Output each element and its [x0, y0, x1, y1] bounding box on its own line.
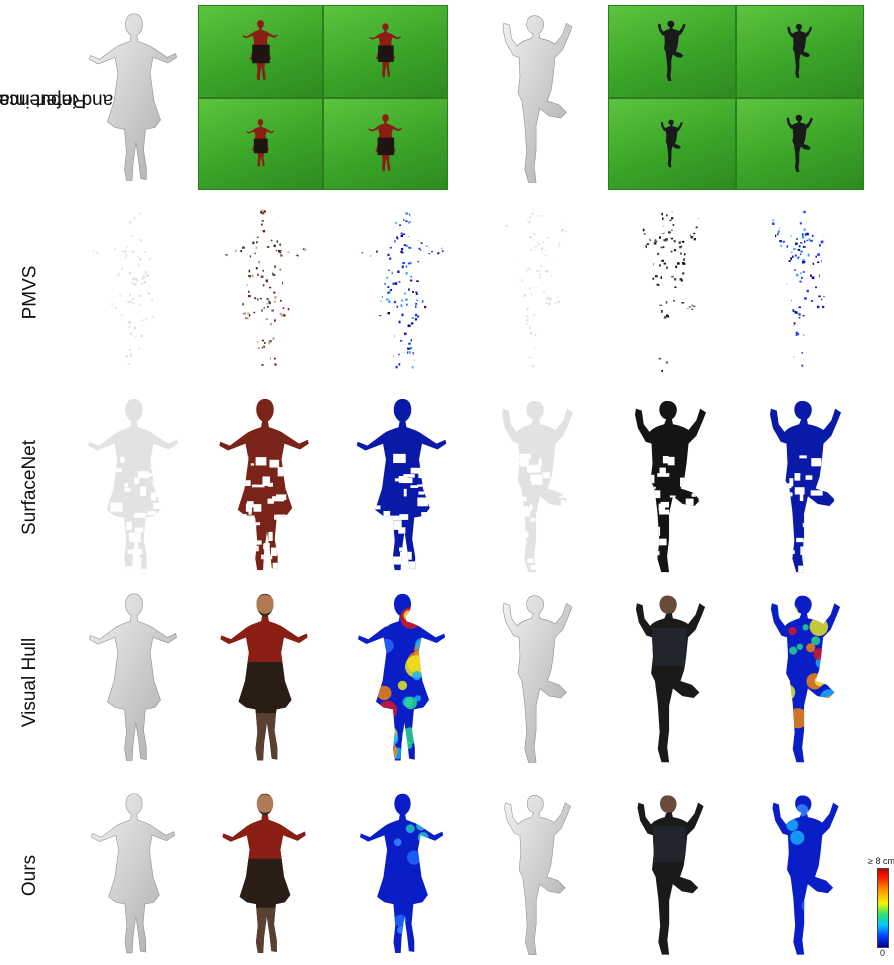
- result-pmvs-col1: [80, 205, 188, 380]
- result-visual_hull-col4: [482, 590, 594, 770]
- result-surfacenet-col2: [205, 395, 325, 580]
- input-view-figure-1: [242, 20, 278, 81]
- input-images-woman: [198, 5, 448, 190]
- colorbar-min-label: 0: [880, 948, 886, 958]
- row-label-ours: Ours: [0, 790, 60, 960]
- input-view-figure-4: [368, 114, 402, 172]
- result-visual_hull-col5: [612, 590, 730, 770]
- result-pmvs-col5: [612, 205, 730, 380]
- result-pmvs-col2: [205, 205, 325, 380]
- input-view-figure-2: [787, 24, 813, 78]
- result-ours-col2: [205, 790, 325, 962]
- input-images-man: [608, 5, 864, 190]
- result-surfacenet-col4: [482, 395, 594, 580]
- row-label-pmvs: PMVS: [0, 205, 60, 380]
- error-colorbar: [877, 868, 889, 948]
- input-view-figure-3: [660, 119, 683, 168]
- result-pmvs-col4: [482, 205, 594, 380]
- result-pmvs-col3: [340, 205, 465, 380]
- row-label-visual-hull-text: Visual Hull: [19, 637, 41, 728]
- result-reference-col4: [482, 10, 594, 190]
- result-ours-col6: [752, 790, 860, 962]
- result-pmvs-col6: [752, 205, 860, 380]
- row-label-reference: Reference scanand input images: [0, 10, 113, 190]
- input-view-figure-3: [246, 119, 274, 167]
- input-view-figure-4: [786, 114, 813, 172]
- result-surfacenet-col1: [80, 395, 188, 580]
- input-view-figure-2: [369, 23, 401, 78]
- input-view-figure-1: [657, 20, 686, 82]
- row-label-ours-text: Ours: [19, 854, 41, 896]
- result-visual_hull-col1: [80, 590, 188, 770]
- result-surfacenet-col3: [340, 395, 465, 580]
- result-surfacenet-col5: [612, 395, 730, 580]
- row-label-pmvs-text: PMVS: [19, 265, 41, 320]
- row-label-surfacenet: SurfaceNet: [0, 395, 60, 580]
- result-ours-col3: [340, 790, 465, 962]
- result-ours-col4: [482, 790, 594, 962]
- result-ours-col1: [80, 790, 188, 962]
- result-reference-col1: [80, 10, 188, 190]
- colorbar-max-label: ≥ 8 cm: [868, 856, 894, 866]
- row-label-visual-hull: Visual Hull: [0, 595, 60, 770]
- result-visual_hull-col6: [752, 590, 860, 770]
- result-ours-col5: [612, 790, 730, 962]
- result-visual_hull-col3: [340, 590, 465, 770]
- result-surfacenet-col6: [752, 395, 860, 580]
- row-label-surfacenet-text: SurfaceNet: [19, 439, 41, 536]
- result-visual_hull-col2: [205, 590, 325, 770]
